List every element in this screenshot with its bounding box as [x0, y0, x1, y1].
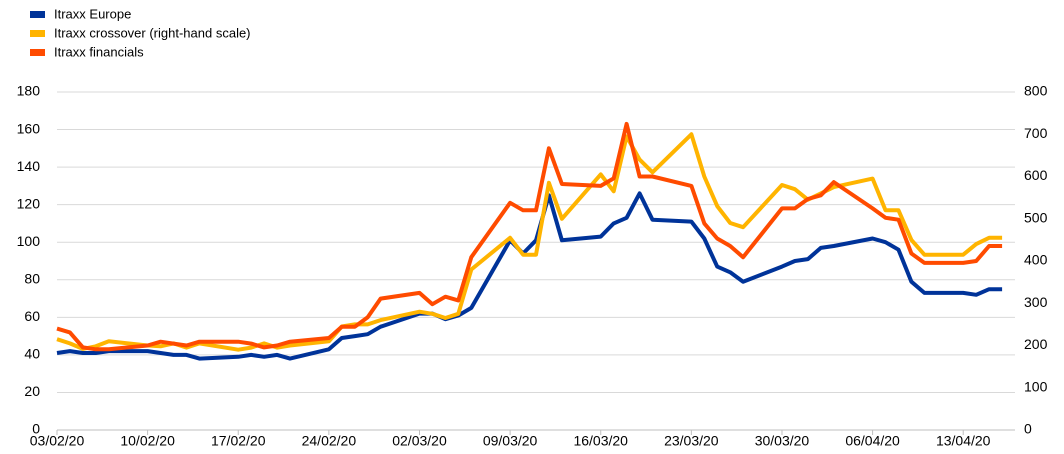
y-tick-label: 40	[24, 346, 40, 362]
x-tick-label: 06/04/20	[845, 433, 900, 449]
x-tick-label: 23/03/20	[664, 433, 719, 449]
x-tick-label: 16/03/20	[573, 433, 628, 449]
y-tick-label: 20	[24, 383, 40, 399]
y-tick-label: 160	[17, 120, 41, 136]
y2-tick-label: 800	[1024, 83, 1048, 99]
x-tick-label: 24/02/20	[302, 433, 357, 449]
legend-swatch	[30, 49, 45, 56]
y2-tick-label: 0	[1024, 421, 1032, 437]
legend-swatch	[30, 11, 45, 18]
legend: Itraxx Europe Itraxx crossover (right-han…	[30, 6, 251, 59]
y-tick-label: 60	[24, 308, 40, 324]
y2-tick-label: 700	[1024, 125, 1048, 141]
series-line	[56, 121, 1003, 352]
x-tick-label: 03/02/20	[30, 433, 85, 449]
legend-label: Itraxx Europe	[54, 6, 131, 21]
x-tick-label: 02/03/20	[392, 433, 447, 449]
y-tick-label: 0	[32, 421, 40, 437]
legend-label: Itraxx financials	[54, 44, 144, 59]
y-tick-label: 80	[24, 270, 40, 286]
legend-swatch	[30, 30, 45, 37]
y-tick-label: 100	[17, 233, 41, 249]
x-tick-label: 30/03/20	[755, 433, 810, 449]
y2-tick-label: 500	[1024, 209, 1048, 225]
y-tick-label: 140	[17, 158, 41, 174]
x-tick-label: 10/02/20	[120, 433, 175, 449]
y2-tick-label: 600	[1024, 167, 1048, 183]
x-tick-label: 17/02/20	[211, 433, 266, 449]
x-tick-label: 09/03/20	[483, 433, 538, 449]
y-tick-label: 180	[17, 83, 41, 99]
legend-label: Itraxx crossover (right-hand scale)	[54, 25, 251, 40]
y2-tick-label: 300	[1024, 294, 1048, 310]
y-tick-label: 120	[17, 195, 41, 211]
x-tick-label: 13/04/20	[936, 433, 991, 449]
y2-tick-label: 200	[1024, 336, 1048, 352]
y2-tick-label: 400	[1024, 252, 1048, 268]
y2-tick-label: 100	[1024, 378, 1048, 394]
series-line	[56, 191, 1003, 361]
